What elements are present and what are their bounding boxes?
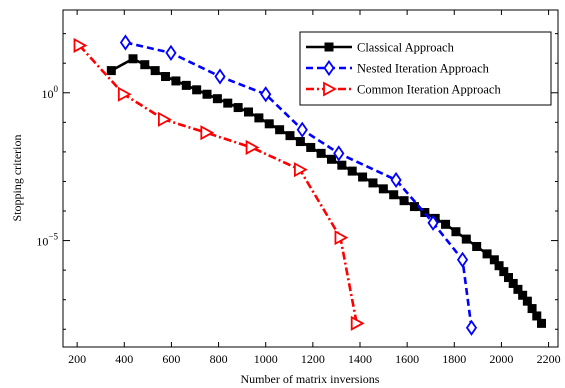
data-point	[295, 137, 305, 147]
data-point	[420, 207, 430, 217]
data-point	[358, 172, 368, 182]
x-tick-label: 1000	[254, 352, 278, 366]
data-point	[140, 60, 150, 70]
data-point	[202, 89, 212, 99]
data-point	[527, 304, 537, 314]
data-point	[389, 190, 399, 200]
data-point	[200, 125, 215, 141]
legend: Classical Approach Nested Iteration Appro…	[299, 31, 552, 106]
data-point	[119, 34, 132, 51]
data-point	[254, 113, 264, 123]
data-point	[285, 131, 295, 141]
data-point	[212, 94, 222, 104]
x-tick-label: 2200	[537, 352, 561, 366]
data-point	[337, 160, 347, 170]
series-1	[119, 34, 478, 336]
data-point	[117, 86, 132, 102]
data-point	[347, 166, 357, 176]
data-point	[223, 98, 233, 108]
x-tick-label: 600	[162, 352, 180, 366]
data-point	[465, 319, 478, 336]
series-0	[106, 54, 546, 328]
data-point	[482, 249, 492, 259]
data-point	[532, 311, 542, 321]
data-point	[472, 241, 482, 251]
data-point	[306, 142, 316, 152]
data-point	[296, 121, 308, 138]
axis-ticks: 200 400 600 800 1000 1200 1400 1600 1800 2000 2200…	[36, 10, 561, 366]
data-point	[489, 255, 499, 265]
data-point	[181, 80, 191, 90]
data-point	[390, 171, 402, 189]
data-point	[461, 234, 471, 244]
x-tick-label: 2000	[489, 352, 513, 366]
data-point	[106, 66, 116, 76]
x-tick-label: 1400	[348, 352, 372, 366]
data-point	[504, 273, 513, 283]
legend-label: Classical Approach	[357, 41, 455, 55]
data-point	[513, 284, 523, 294]
data-point	[260, 86, 272, 103]
x-axis-label: Number of matrix inversions	[241, 372, 380, 386]
data-point	[293, 162, 308, 178]
data-point	[350, 315, 365, 331]
x-tick-label: 1200	[301, 352, 325, 366]
data-point	[73, 37, 88, 53]
data-point	[368, 178, 378, 188]
legend-label: Nested Iteration Approach	[357, 62, 490, 76]
data-point	[161, 72, 171, 82]
data-point	[537, 318, 546, 328]
data-point	[245, 139, 260, 155]
data-point	[499, 267, 509, 277]
x-tick-label: 200	[68, 352, 86, 366]
data-point	[378, 184, 388, 194]
data-point	[494, 261, 504, 271]
data-point	[165, 44, 177, 61]
data-point	[456, 251, 469, 268]
data-point	[334, 230, 349, 246]
data-point	[522, 296, 532, 306]
y-tick-label: 10−5	[36, 232, 58, 249]
data-point	[316, 148, 326, 158]
x-tick-label: 1800	[442, 352, 466, 366]
y-tick-label: 100	[42, 84, 59, 101]
data-point	[171, 76, 181, 86]
data-point	[233, 103, 243, 113]
legend-marker	[323, 81, 337, 97]
data-point	[275, 125, 285, 135]
series-line	[125, 41, 473, 328]
data-point	[451, 227, 461, 237]
legend-marker	[323, 59, 335, 77]
data-point	[192, 85, 202, 95]
data-point	[427, 214, 439, 231]
data-point	[441, 219, 451, 229]
data-point	[326, 154, 336, 164]
y-axis-label: Stopping criterion	[10, 135, 24, 222]
legend-marker	[324, 42, 334, 52]
data-point	[214, 68, 226, 85]
series-layer	[73, 34, 546, 336]
data-point	[409, 202, 419, 212]
legend-label: Common Iteration Approach	[357, 83, 501, 97]
data-point	[399, 196, 409, 206]
x-tick-label: 800	[210, 352, 228, 366]
x-tick-label: 1600	[395, 352, 419, 366]
series-line	[78, 44, 358, 324]
data-point	[157, 111, 172, 127]
data-point	[333, 145, 345, 162]
data-point	[128, 54, 138, 64]
data-point	[508, 278, 518, 288]
data-point	[150, 66, 160, 76]
data-point	[518, 290, 528, 300]
series-2	[73, 37, 365, 331]
data-point	[244, 107, 254, 117]
data-point	[264, 119, 274, 129]
x-tick-label: 400	[115, 352, 133, 366]
